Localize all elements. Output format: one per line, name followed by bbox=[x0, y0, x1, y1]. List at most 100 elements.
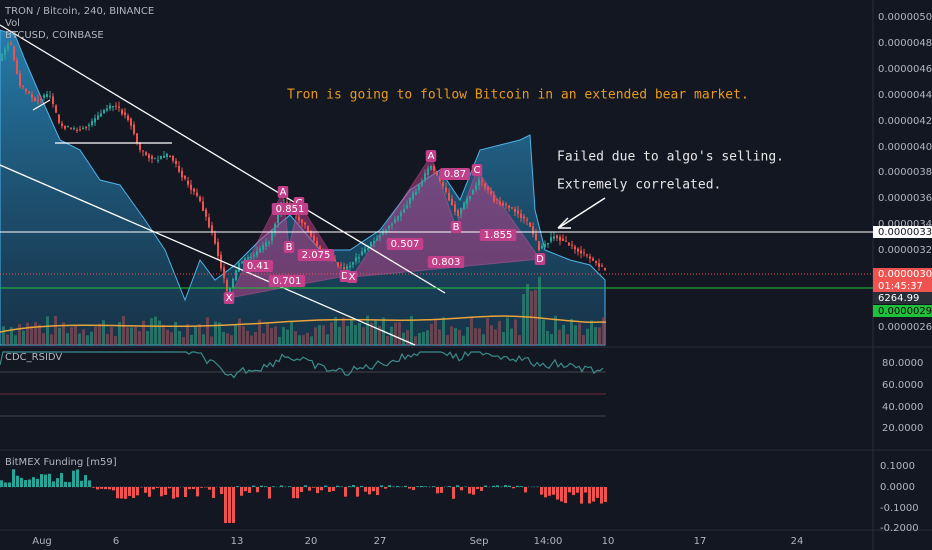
volume-bar bbox=[278, 336, 281, 345]
funding-bar bbox=[40, 474, 43, 487]
volume-bar bbox=[234, 325, 237, 345]
candle-body bbox=[250, 257, 252, 259]
funding-bar bbox=[100, 487, 103, 489]
funding-bar bbox=[348, 486, 351, 487]
volume-bar bbox=[482, 334, 485, 345]
funding-bar bbox=[564, 487, 567, 504]
funding-bar bbox=[472, 487, 475, 495]
candle-body bbox=[562, 238, 564, 241]
candle-body bbox=[418, 185, 420, 191]
candle-body bbox=[160, 155, 162, 159]
volume-bar bbox=[50, 334, 53, 345]
volume-bar bbox=[422, 331, 425, 345]
volume-bar bbox=[334, 317, 337, 345]
price-tag bbox=[873, 280, 932, 292]
volume-bar bbox=[562, 324, 565, 345]
candle-body bbox=[523, 216, 525, 219]
candle-body bbox=[556, 235, 558, 239]
candle-body bbox=[571, 244, 573, 246]
candle-body bbox=[397, 216, 399, 220]
funding-bar bbox=[596, 487, 599, 498]
candle-body bbox=[259, 248, 261, 253]
volume-bar bbox=[38, 324, 41, 345]
volume-bar bbox=[198, 324, 201, 345]
funding-bar bbox=[80, 480, 83, 487]
funding-bar bbox=[604, 487, 607, 502]
funding-bar bbox=[228, 487, 231, 523]
funding-bar bbox=[56, 478, 59, 487]
time-axis-label: 13 bbox=[231, 536, 244, 547]
volume-bar bbox=[514, 319, 517, 345]
candle-body bbox=[421, 180, 423, 186]
funding-bar bbox=[408, 487, 411, 489]
volume-bar bbox=[598, 327, 601, 345]
funding-bar bbox=[460, 487, 463, 491]
volume-bar bbox=[594, 327, 597, 345]
candle-body bbox=[133, 124, 135, 134]
candle-body bbox=[157, 159, 159, 161]
funding-bar bbox=[512, 487, 515, 489]
candle-body bbox=[490, 191, 492, 194]
volume-bar bbox=[526, 284, 529, 345]
funding-bar bbox=[16, 475, 19, 487]
volume-bar bbox=[418, 332, 421, 345]
volume-bar bbox=[442, 317, 445, 345]
candle-body bbox=[412, 192, 414, 200]
volume-bar bbox=[26, 322, 29, 345]
funding-bar bbox=[300, 487, 303, 493]
candle-body bbox=[49, 95, 51, 97]
volume-bar bbox=[302, 335, 305, 345]
candle-body bbox=[433, 165, 435, 171]
candle-body bbox=[517, 210, 519, 214]
funding-bar bbox=[572, 487, 575, 496]
candle-body bbox=[58, 114, 60, 123]
funding-bar bbox=[480, 487, 483, 491]
candle-body bbox=[127, 115, 129, 120]
candle-body bbox=[1, 53, 3, 61]
volume-bar bbox=[318, 325, 321, 345]
volume-bar bbox=[114, 335, 117, 345]
candle-body bbox=[223, 267, 225, 279]
arrow-head bbox=[557, 217, 571, 229]
candle-body bbox=[118, 106, 120, 108]
volume-bar bbox=[330, 322, 333, 345]
volume-bar bbox=[266, 323, 269, 345]
candle-body bbox=[91, 120, 93, 126]
funding-bar bbox=[600, 487, 603, 504]
pattern-label-box bbox=[223, 292, 235, 304]
symbol: TRON / Bitcoin, 240, BINANCE bbox=[4, 6, 154, 17]
volume-bar bbox=[570, 318, 573, 345]
candle-body bbox=[415, 192, 417, 195]
candle-body bbox=[505, 204, 507, 206]
funding-bar bbox=[524, 487, 527, 493]
funding-bar bbox=[468, 487, 471, 494]
volume-bar bbox=[142, 320, 145, 345]
volume-bar bbox=[518, 335, 521, 345]
funding-bar bbox=[584, 487, 587, 493]
time-axis-label: 27 bbox=[374, 536, 387, 547]
volume-bar bbox=[70, 327, 73, 345]
volume-bar bbox=[130, 327, 133, 345]
candle-body bbox=[598, 263, 600, 267]
volume-bar bbox=[274, 326, 277, 345]
funding-bar bbox=[420, 485, 423, 487]
volume-bar bbox=[378, 325, 381, 345]
funding-bar bbox=[148, 487, 151, 497]
funding-bar bbox=[304, 485, 307, 487]
candle-body bbox=[511, 207, 513, 209]
volume-bar bbox=[290, 321, 293, 345]
pattern-label: 0.851 bbox=[276, 204, 305, 215]
funding-bar bbox=[120, 487, 123, 499]
volume-bar bbox=[406, 330, 409, 345]
funding-bar bbox=[272, 486, 275, 487]
volume-bar bbox=[6, 334, 9, 345]
candle-body bbox=[274, 223, 276, 233]
candle-body bbox=[10, 43, 12, 45]
candle-body bbox=[235, 270, 237, 280]
funding-bar bbox=[212, 487, 215, 498]
funding-bar bbox=[380, 485, 383, 487]
volume-bar bbox=[218, 322, 221, 345]
volume-bar bbox=[46, 316, 49, 345]
